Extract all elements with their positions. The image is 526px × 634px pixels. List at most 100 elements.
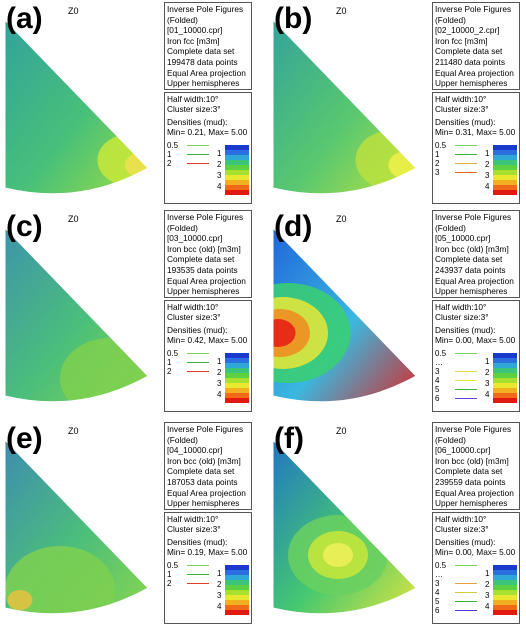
colorbar-segment: [225, 600, 249, 605]
colorbar-segment: [225, 190, 249, 195]
colorbar-segment: [493, 165, 517, 170]
contour-legend-row: 3: [435, 367, 485, 376]
legend-header-line: Densities (mud):: [435, 537, 496, 547]
colorbar-segment: [225, 378, 249, 383]
info-line: Inverse Pole Figures: [435, 212, 512, 222]
colorbar-segment: [493, 175, 517, 180]
contour-line-swatch: [455, 592, 477, 593]
contour-level: 3: [435, 579, 440, 588]
info-line: [04_10000.cpr]: [167, 445, 223, 456]
legend-header-line: Half width:10°: [167, 94, 219, 104]
info-line: Iron bcc (old) [m3m]: [167, 243, 241, 254]
colorbar-segment: [493, 580, 517, 585]
contour-line-swatch: [187, 583, 209, 584]
colorbar-tick-label: 1: [485, 569, 490, 578]
colorbar-segment: [225, 160, 249, 165]
panel-a: (a) Z0 Inverse Pole Figures (Folded) [01_100…: [0, 0, 263, 211]
colorbar-segment: [225, 570, 249, 575]
info-line: (Folded): [435, 434, 466, 445]
colorbar-segment: [493, 373, 517, 378]
info-line: [05_10000.cpr]: [435, 233, 491, 244]
info-line: Iron fcc [m3m]: [167, 35, 220, 46]
legend-header-line: Densities (mud):: [435, 117, 496, 127]
info-line: (Folded): [167, 434, 198, 445]
colorbar-segment: [493, 398, 517, 403]
contour-level: 0.5: [167, 141, 179, 150]
contour-level: …: [435, 570, 443, 579]
colorbar-segment: [493, 383, 517, 388]
info-line: Iron bcc (old) [m3m]: [435, 243, 509, 254]
contour-legend-row: …: [435, 570, 485, 579]
colorbar-segment: [493, 388, 517, 393]
ipf-triangle-figure: [272, 18, 417, 195]
colorbar-tick-label: 3: [485, 171, 490, 180]
colorbar-segment: [493, 170, 517, 175]
legend-header-line: Half width:10°: [167, 514, 219, 524]
colorbar-tick-label: 3: [217, 379, 222, 388]
colorbar-segment: [225, 585, 249, 590]
legend-box: Half width:10° Cluster size:3° Densities (…: [164, 92, 252, 204]
contour-legend-row: 1: [167, 570, 217, 579]
legend-header-line: Densities (mud):: [435, 325, 496, 335]
density-spot: [388, 151, 416, 179]
ipf-plot: [0, 0, 160, 211]
info-line: Upper hemispheres: [167, 286, 240, 297]
colorbar-segment: [225, 358, 249, 363]
contour-line-swatch: [187, 163, 209, 164]
legend-header-line: Half width:10°: [435, 302, 487, 312]
info-line: (Folded): [167, 222, 198, 233]
info-line: Complete data set: [167, 466, 235, 477]
contour-line-swatch: [187, 574, 209, 575]
colorbar-tick-label: 1: [485, 149, 490, 158]
panel-label: (f): [274, 422, 304, 455]
legend-header-line: Min= 0.19, Max= 5.00: [167, 547, 248, 557]
info-line: [01_10000.cpr]: [167, 25, 223, 36]
contour-legend-row: 6: [435, 394, 485, 403]
contour-level: 0.5: [435, 561, 447, 570]
contour-line-swatch: [455, 583, 477, 584]
colorbar-segment: [225, 373, 249, 378]
contour-line-swatch: [455, 610, 477, 611]
colorbar: [225, 565, 249, 615]
colorbar-segment: [493, 155, 517, 160]
axis-label-z0: Z0: [68, 214, 79, 224]
info-line: Inverse Pole Figures: [435, 424, 512, 434]
legend-box: Half width:10° Cluster size:3° Densities (…: [432, 92, 520, 204]
info-line: Inverse Pole Figures: [167, 212, 244, 222]
colorbar: [493, 565, 517, 615]
colorbar-segment: [493, 585, 517, 590]
info-line: Complete data set: [167, 254, 235, 265]
contour-level: 3: [435, 168, 440, 177]
info-line: 199478 data points: [167, 56, 238, 67]
info-line: Upper hemispheres: [435, 78, 508, 89]
contour-legend-row: 5: [435, 385, 485, 394]
contour-line-swatch: [455, 565, 477, 566]
info-line: Equal Area projection: [167, 487, 246, 498]
panel-label: (d): [274, 210, 313, 243]
contour-line-swatch: [187, 154, 209, 155]
contour-level: 1: [167, 150, 172, 159]
contour-level: 2: [167, 159, 172, 168]
info-line: Equal Area projection: [167, 275, 246, 286]
info-line: Upper hemispheres: [167, 498, 240, 509]
colorbar-segment: [493, 160, 517, 165]
contour-level: 3: [435, 367, 440, 376]
colorbar-tick-label: 3: [217, 171, 222, 180]
colorbar-segment: [493, 180, 517, 185]
colorbar-segment: [225, 595, 249, 600]
axis-label-z0: Z0: [68, 6, 79, 16]
info-box: Inverse Pole Figures (Folded) [06_10000.cp…: [432, 422, 520, 510]
panel-e: (e) Z0 Inverse Pole Figures (Folded) [04_100…: [0, 420, 263, 631]
info-box: Inverse Pole Figures (Folded) [01_10000.cp…: [164, 2, 252, 90]
colorbar: [225, 353, 249, 403]
colorbar-segment: [225, 368, 249, 373]
info-line: Equal Area projection: [435, 67, 514, 78]
colorbar-segment: [493, 590, 517, 595]
panel-label: (c): [6, 210, 43, 243]
legend-header-line: Cluster size:3°: [435, 312, 489, 322]
colorbar-segment: [493, 600, 517, 605]
info-line: Equal Area projection: [167, 67, 246, 78]
contour-level: 0.5: [435, 349, 447, 358]
colorbar-tick-label: 4: [485, 182, 490, 191]
info-line: Upper hemispheres: [435, 286, 508, 297]
